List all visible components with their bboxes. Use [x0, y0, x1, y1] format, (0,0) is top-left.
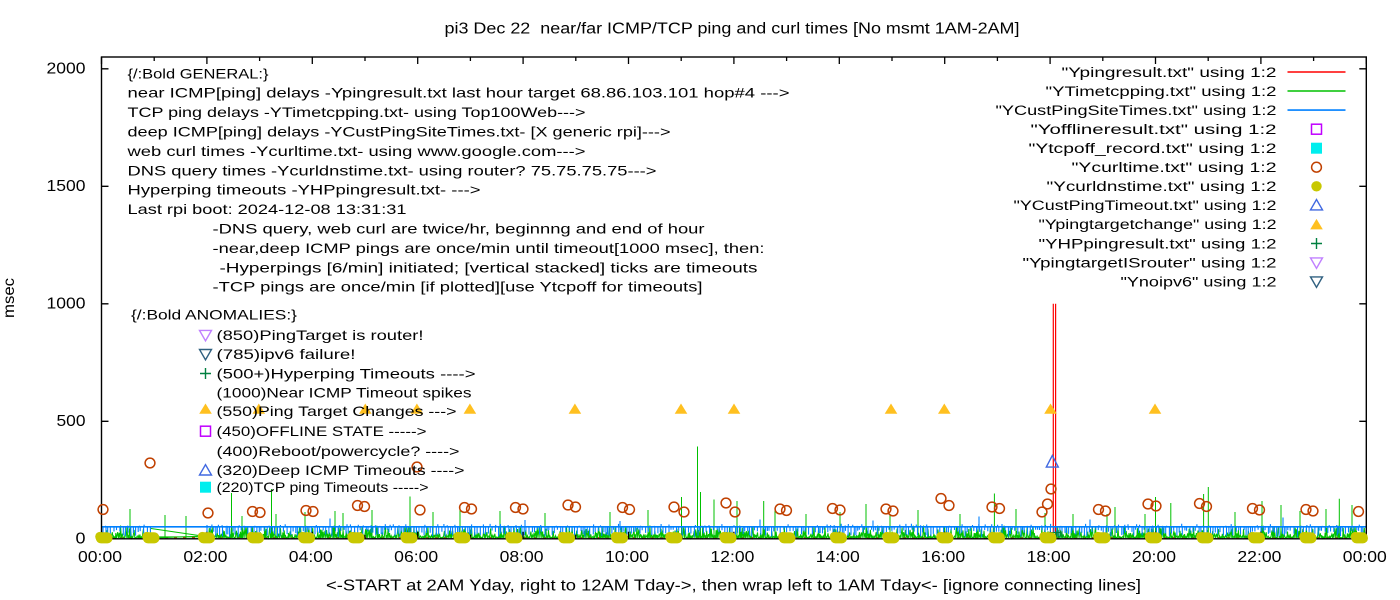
svg-text:"Ynoipv6" using 1:2: "Ynoipv6" using 1:2 [1121, 274, 1277, 289]
svg-text:10:00: 10:00 [605, 549, 649, 566]
svg-text:00:00: 00:00 [1343, 549, 1387, 566]
svg-text:"YTimetcpping.txt" using 1:2: "YTimetcpping.txt" using 1:2 [1046, 84, 1277, 99]
svg-text:pi3 Dec 22 near/far ICMP/TCP: pi3 Dec 22 near/far ICMP/TCP ping and cu… [445, 21, 1020, 38]
svg-text:"Ytcpoff_record.txt" using 1:2: "Ytcpoff_record.txt" using 1:2 [1029, 141, 1277, 156]
svg-text:16:00: 16:00 [921, 549, 965, 566]
svg-text:2000: 2000 [47, 61, 86, 78]
svg-text:1500: 1500 [47, 178, 86, 195]
svg-text:near ICMP[ping] delays -Ypingr: near ICMP[ping] delays -Ypingresult.txt … [128, 85, 790, 101]
svg-text:-near,deep ICMP pings are once: -near,deep ICMP pings are once/min until… [213, 240, 765, 256]
svg-text:"Ycurltime.txt" using 1:2: "Ycurltime.txt" using 1:2 [1072, 160, 1277, 175]
svg-text:(500+)Hyperping Timeouts ---->: (500+)Hyperping Timeouts ----> [217, 365, 476, 381]
svg-text:"Ypingresult.txt" using 1:2: "Ypingresult.txt" using 1:2 [1062, 65, 1277, 80]
svg-text:(550)Ping Target Changes --->: (550)Ping Target Changes ---> [217, 403, 457, 419]
svg-text:(320)Deep ICMP Timeouts ---->: (320)Deep ICMP Timeouts ----> [217, 462, 465, 478]
svg-text:(450)OFFLINE STATE ----->: (450)OFFLINE STATE -----> [217, 423, 427, 439]
svg-text:DNS query times -Ycurldnstime.: DNS query times -Ycurldnstime.txt- using… [128, 162, 657, 178]
svg-text:(785)ipv6 failure!: (785)ipv6 failure! [217, 346, 356, 362]
svg-text:22:00: 22:00 [1237, 549, 1281, 566]
svg-text:1000: 1000 [47, 296, 86, 313]
svg-text:deep ICMP[ping] delays -YCustP: deep ICMP[ping] delays -YCustPingSiteTim… [128, 124, 671, 140]
svg-text:18:00: 18:00 [1027, 549, 1071, 566]
svg-text:"YHPpingresult.txt" using 1:2: "YHPpingresult.txt" using 1:2 [1039, 236, 1277, 251]
svg-text:"Ypingtargetchange" using 1:2: "Ypingtargetchange" using 1:2 [1039, 217, 1277, 232]
svg-text:500: 500 [57, 413, 86, 430]
svg-text:06:00: 06:00 [394, 549, 438, 566]
svg-text:08:00: 08:00 [500, 549, 544, 566]
svg-text:(1000)Near ICMP Timeout spikes: (1000)Near ICMP Timeout spikes [217, 385, 472, 401]
svg-text:14:00: 14:00 [816, 549, 860, 566]
svg-text:04:00: 04:00 [289, 549, 333, 566]
svg-text:-DNS query, web curl are twice: -DNS query, web curl are twice/hr, begin… [213, 221, 705, 237]
svg-text:0: 0 [76, 531, 86, 548]
svg-text:-Hyperpings [6/min] initiated;: -Hyperpings [6/min] initiated; [vertical… [220, 259, 758, 275]
svg-text:Hyperping timeouts -YHPpingres: Hyperping timeouts -YHPpingresult.txt- -… [128, 182, 481, 198]
svg-text:<-START at 2AM Yday, right to: <-START at 2AM Yday, right to 12AM Tday-… [326, 578, 1141, 595]
svg-text:(220)TCP ping Timeouts ----->: (220)TCP ping Timeouts -----> [217, 479, 429, 495]
svg-text:"YpingtargetISrouter" using 1:: "YpingtargetISrouter" using 1:2 [1023, 255, 1277, 270]
svg-text:{/:Bold ANOMALIES:}: {/:Bold ANOMALIES:} [131, 306, 297, 322]
svg-text:Last rpi boot: 2024-12-08 13:3: Last rpi boot: 2024-12-08 13:31:31 [128, 201, 407, 217]
svg-text:{/:Bold GENERAL:}: {/:Bold GENERAL:} [128, 65, 269, 81]
svg-text:"YCustPingSiteTimes.txt" using: "YCustPingSiteTimes.txt" using 1:2 [996, 103, 1277, 118]
svg-text:20:00: 20:00 [1132, 549, 1176, 566]
svg-text:TCP ping delays -YTimetcpping.: TCP ping delays -YTimetcpping.txt- using… [128, 104, 586, 120]
svg-text:00:00: 00:00 [78, 549, 122, 566]
svg-text:msec: msec [1, 278, 18, 318]
svg-text:(850)PingTarget is router!: (850)PingTarget is router! [217, 327, 424, 343]
svg-text:"YCustPingTimeout.txt" using 1: "YCustPingTimeout.txt" using 1:2 [1014, 198, 1277, 213]
svg-text:02:00: 02:00 [183, 549, 227, 566]
svg-text:12:00: 12:00 [710, 549, 754, 566]
svg-text:-TCP pings are once/min [if pl: -TCP pings are once/min [if plotted][use… [213, 279, 703, 295]
svg-text:"Ycurldnstime.txt" using 1:2: "Ycurldnstime.txt" using 1:2 [1047, 179, 1277, 194]
svg-text:web curl times -Ycurltime.txt-: web curl times -Ycurltime.txt- using www… [126, 143, 585, 159]
svg-text:"Yofflineresult.txt" using 1:2: "Yofflineresult.txt" using 1:2 [1031, 122, 1277, 137]
svg-text:(400)Reboot/powercycle? ---->: (400)Reboot/powercycle? ----> [217, 443, 460, 459]
